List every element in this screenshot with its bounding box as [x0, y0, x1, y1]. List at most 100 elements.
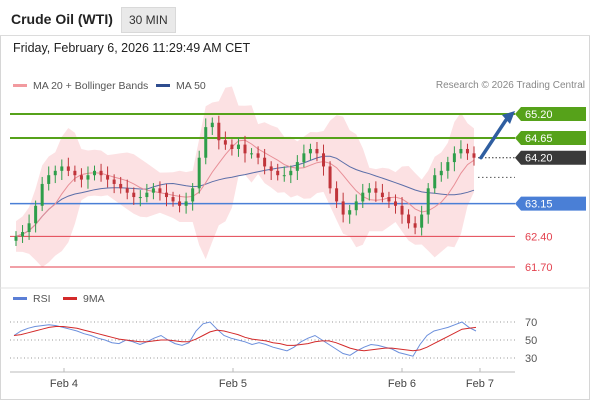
candle-body: [184, 201, 188, 206]
legend-bollinger-label: MA 20 + Bollinger Bands: [33, 80, 149, 92]
bollinger-band-fill: [16, 86, 474, 268]
price-label-64.65: 64.65: [525, 133, 553, 145]
candle-body: [472, 153, 476, 158]
candle-body: [14, 236, 18, 241]
candle-body: [263, 157, 267, 167]
price-label-62.40: 62.40: [525, 231, 553, 243]
candle-body: [433, 175, 437, 189]
candle-body: [341, 201, 345, 215]
projection-arrow-head: [502, 111, 515, 124]
candles: [14, 115, 476, 247]
legend-ma50: MA 50: [156, 80, 206, 92]
candle-body: [374, 188, 378, 193]
candle-body: [400, 205, 404, 215]
candle-body: [99, 170, 103, 176]
candle-body: [66, 166, 70, 171]
candle-body: [47, 175, 51, 184]
candle-body: [191, 188, 195, 202]
candle-body: [93, 170, 97, 176]
candle-body: [132, 192, 136, 198]
candle-body: [354, 201, 358, 211]
rsi-ma-line: [13, 326, 477, 352]
instrument-title: Crude Oil (WTI): [11, 11, 113, 27]
candle-body: [348, 210, 352, 215]
x-tick-label-Feb-7: Feb 7: [466, 378, 494, 390]
candle-body: [439, 170, 443, 176]
candle-body: [407, 214, 411, 224]
candle-body: [210, 122, 214, 128]
legend-rsi-swatch: [13, 296, 27, 300]
rsi-panel: 70 50 30: [10, 317, 537, 365]
candle-body: [380, 192, 384, 198]
ma50-line: [15, 155, 475, 237]
candle-body: [446, 162, 450, 171]
candle-body: [158, 188, 162, 193]
legend-rsi-ma: 9MA: [63, 293, 105, 305]
candle-body: [145, 192, 149, 198]
price-label-63.15: 63.15: [525, 199, 553, 211]
candle-body: [302, 153, 306, 163]
legend-rsi: RSI: [13, 293, 51, 305]
candle-body: [60, 166, 64, 171]
candle-body: [243, 144, 247, 154]
price-tag-64.20: [515, 150, 586, 165]
legend-bollinger-swatch: [13, 83, 27, 87]
level-lines: [10, 113, 515, 268]
candle-body: [73, 170, 77, 176]
bollinger-band-area: [16, 86, 474, 268]
legend-ma50-swatch: [156, 83, 170, 87]
candle-body: [387, 197, 391, 202]
legend-ma50-label: MA 50: [176, 80, 206, 92]
candle-body: [236, 144, 240, 149]
candle-body: [282, 175, 286, 177]
candle-body: [178, 201, 182, 206]
candle-body: [79, 175, 83, 180]
candle-body: [335, 188, 339, 202]
candle-body: [34, 205, 38, 224]
price-label-61.70: 61.70: [525, 262, 553, 274]
price-tag-65.20: [515, 107, 586, 121]
candle-body: [250, 153, 254, 155]
datetime-label: Friday, February 6, 2026 11:29:49 AM CET: [13, 41, 251, 55]
candle-body: [256, 153, 260, 158]
credit-text: Research © 2026 Trading Central: [435, 80, 585, 91]
candle-body: [393, 201, 397, 206]
candle-body: [308, 148, 312, 154]
timeframe-button[interactable]: 30 MIN: [121, 7, 176, 33]
price-tag-63.15: [515, 196, 586, 211]
candle-body: [27, 223, 31, 233]
candle-body: [413, 223, 417, 228]
candle-body: [322, 153, 326, 167]
legend-rsi-label: RSI: [33, 293, 51, 305]
price-labels: 65.20 64.65 64.20 63.15 62.40 61.70: [515, 107, 586, 274]
candle-body: [361, 192, 365, 202]
x-tick-label-Feb-4: Feb 4: [50, 378, 78, 390]
candle-body: [223, 140, 227, 145]
candle-body: [40, 183, 44, 206]
candle-body: [328, 166, 332, 189]
x-tick-label-Feb-5: Feb 5: [219, 378, 247, 390]
candle-body: [465, 148, 469, 154]
candle-body: [119, 183, 123, 189]
price-label-64.20: 64.20: [525, 153, 553, 165]
candle-body: [86, 175, 90, 180]
candle-body: [459, 148, 463, 154]
candle-body: [21, 232, 25, 237]
rsi-line: [13, 321, 477, 357]
candle-body: [197, 157, 201, 189]
rsi-tick-30: 30: [525, 353, 537, 365]
rsi-tick-70: 70: [525, 317, 537, 329]
candle-body: [125, 188, 129, 193]
price-label-65.20: 65.20: [525, 109, 553, 121]
legend-bollinger: MA 20 + Bollinger Bands: [13, 80, 148, 92]
legend-rsi-ma-label: 9MA: [83, 293, 105, 305]
candle-body: [53, 170, 57, 176]
candle-body: [112, 179, 116, 184]
candle-body: [295, 162, 299, 171]
candle-body: [315, 148, 319, 154]
candle-body: [420, 214, 424, 228]
candle-body: [151, 188, 155, 193]
candle-body: [269, 166, 273, 171]
candle-body: [138, 197, 142, 199]
